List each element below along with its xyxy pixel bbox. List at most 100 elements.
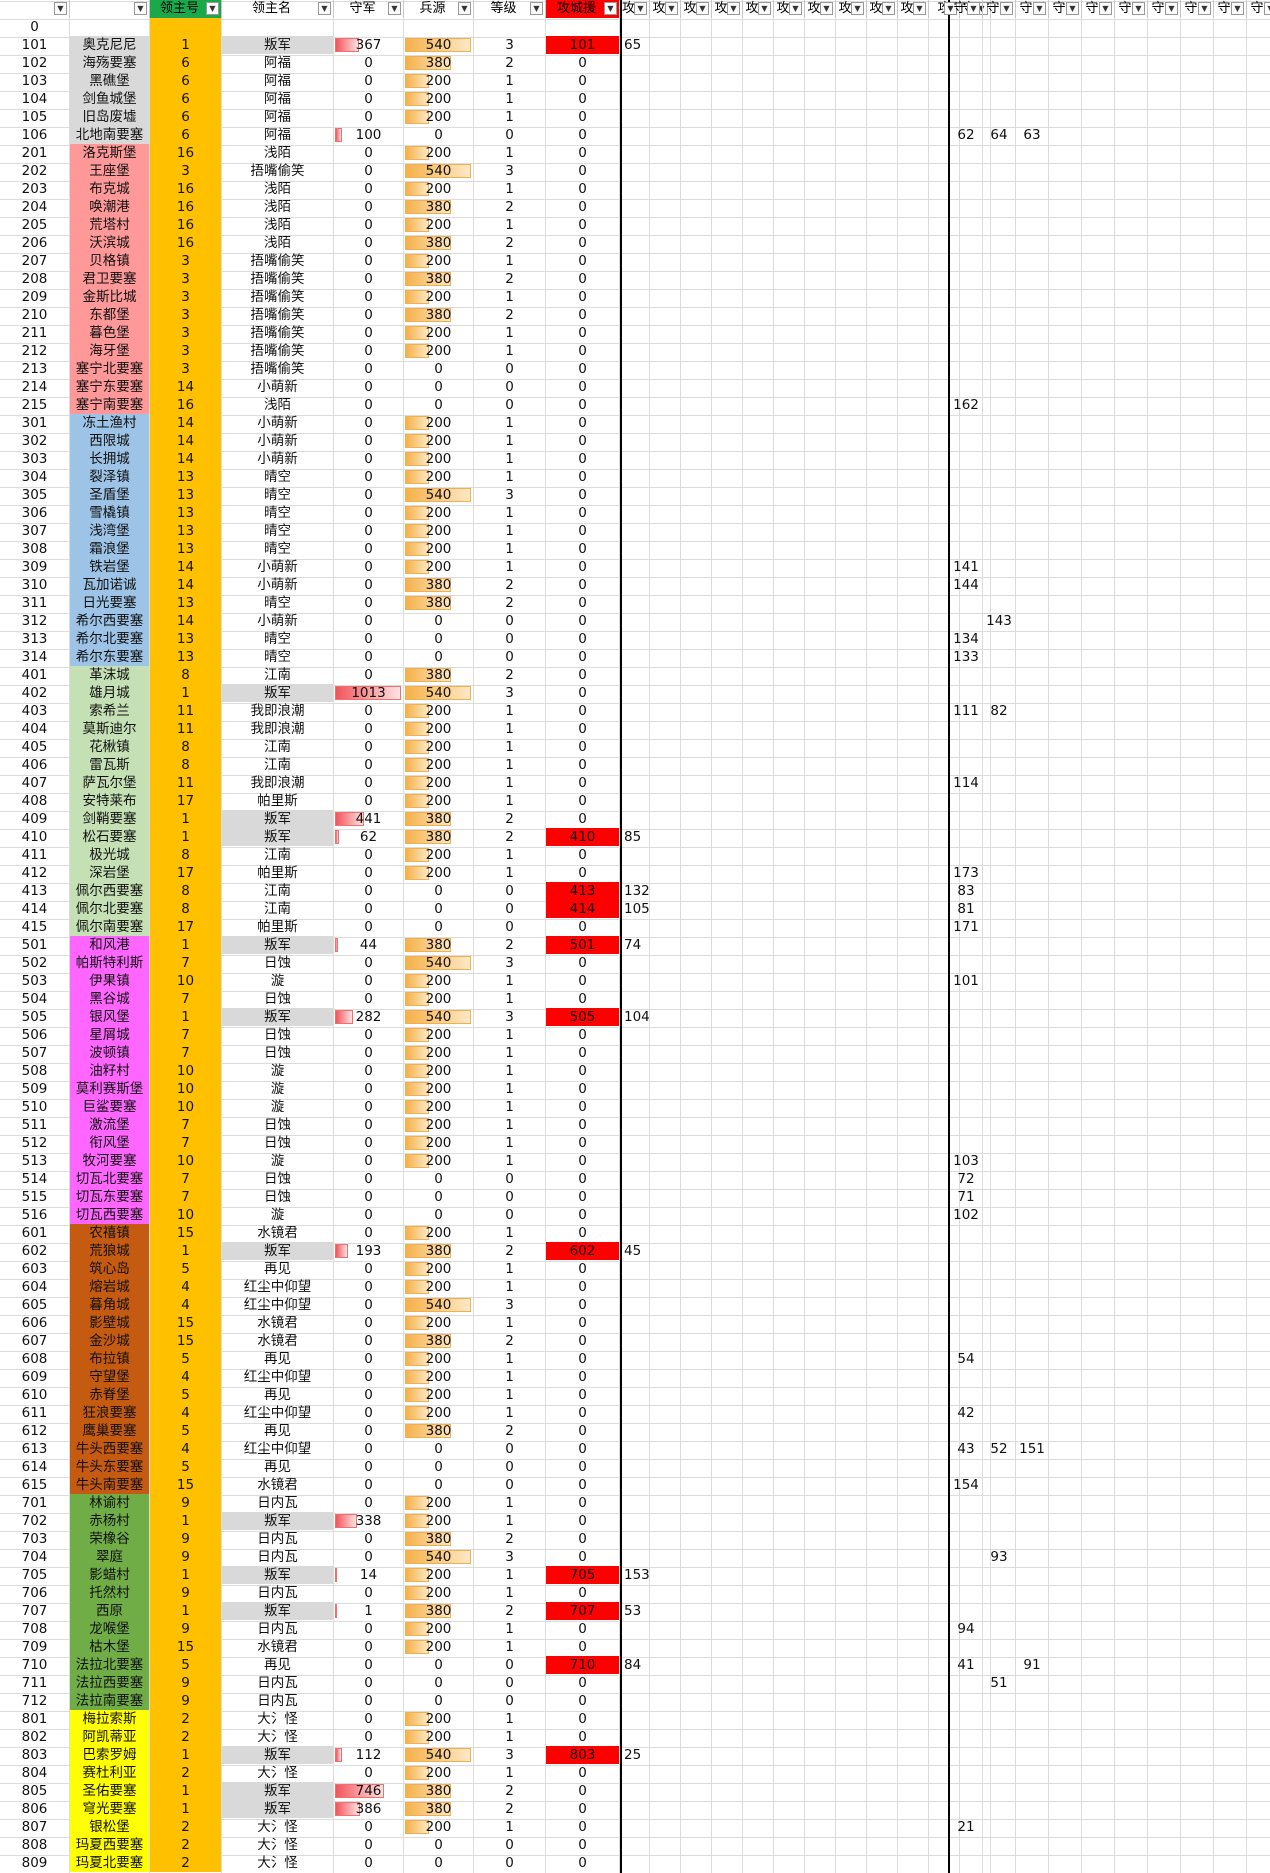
attack-cell[interactable]: [620, 1404, 649, 1422]
city-id-cell[interactable]: 314: [0, 648, 69, 666]
troops-cell[interactable]: 380: [404, 1242, 473, 1260]
lord-name-cell[interactable]: 漩: [222, 1080, 333, 1098]
garrison-cell[interactable]: 0: [334, 1170, 403, 1188]
lord-number-cell[interactable]: 7: [150, 1188, 221, 1206]
lord-name-cell[interactable]: 阿福: [222, 72, 333, 90]
lord-number-cell[interactable]: 15: [150, 1332, 221, 1350]
attack-cell[interactable]: [620, 1116, 649, 1134]
city-name-cell[interactable]: 西原: [70, 1602, 149, 1620]
lord-name-cell[interactable]: 大氵怪: [222, 1764, 333, 1782]
city-id-cell[interactable]: 202: [0, 162, 69, 180]
level-cell[interactable]: 1: [474, 108, 545, 126]
city-id-cell[interactable]: 206: [0, 234, 69, 252]
city-id-cell[interactable]: 604: [0, 1278, 69, 1296]
siege-cell[interactable]: 0: [546, 1512, 619, 1530]
filter-dropdown-icon[interactable]: ▼: [882, 2, 895, 15]
defense-cell[interactable]: 91: [1016, 1656, 1048, 1674]
city-id-cell[interactable]: 402: [0, 684, 69, 702]
attack-cell[interactable]: [620, 1818, 649, 1836]
city-name-cell[interactable]: 赤杨村: [70, 1512, 149, 1530]
siege-cell[interactable]: 0: [546, 1368, 619, 1386]
siege-cell[interactable]: 0: [546, 1134, 619, 1152]
garrison-cell[interactable]: 0: [334, 1764, 403, 1782]
attack-cell[interactable]: [620, 684, 649, 702]
level-cell[interactable]: 1: [474, 756, 545, 774]
level-cell[interactable]: 0: [474, 648, 545, 666]
defense-cell[interactable]: 141: [950, 558, 982, 576]
lord-number-cell[interactable]: 1: [150, 936, 221, 954]
garrison-cell[interactable]: 0: [334, 1818, 403, 1836]
city-id-cell[interactable]: 804: [0, 1764, 69, 1782]
city-name-cell[interactable]: 油籽村: [70, 1062, 149, 1080]
garrison-cell[interactable]: 193: [334, 1242, 403, 1260]
garrison-cell[interactable]: 0: [334, 612, 403, 630]
siege-cell[interactable]: 0: [546, 324, 619, 342]
city-name-cell[interactable]: 玛夏北要塞: [70, 1854, 149, 1872]
troops-cell[interactable]: 0: [404, 126, 473, 144]
level-cell[interactable]: 1: [474, 180, 545, 198]
lord-number-cell[interactable]: 10: [150, 1080, 221, 1098]
lord-number-cell[interactable]: 14: [150, 432, 221, 450]
lord-number-cell[interactable]: 8: [150, 900, 221, 918]
troops-cell[interactable]: 200: [404, 1368, 473, 1386]
garrison-cell[interactable]: 14: [334, 1566, 403, 1584]
garrison-cell[interactable]: 0: [334, 288, 403, 306]
city-name-cell[interactable]: 铁岩堡: [70, 558, 149, 576]
level-cell[interactable]: 1: [474, 1512, 545, 1530]
lord-number-cell[interactable]: 14: [150, 576, 221, 594]
garrison-cell[interactable]: 0: [334, 972, 403, 990]
lord-name-cell[interactable]: 晴空: [222, 594, 333, 612]
troops-cell[interactable]: [404, 18, 473, 36]
city-name-cell[interactable]: 圣佑要塞: [70, 1782, 149, 1800]
level-cell[interactable]: 1: [474, 1260, 545, 1278]
lord-name-cell[interactable]: 阿福: [222, 126, 333, 144]
troops-cell[interactable]: 380: [404, 1332, 473, 1350]
city-name-cell[interactable]: 索希兰: [70, 702, 149, 720]
attack-cell[interactable]: [620, 756, 649, 774]
lord-name-cell[interactable]: 大氵怪: [222, 1836, 333, 1854]
lord-number-cell[interactable]: 9: [150, 1584, 221, 1602]
siege-cell[interactable]: 707: [546, 1602, 619, 1620]
attack-cell[interactable]: [620, 1152, 649, 1170]
level-cell[interactable]: 0: [474, 1476, 545, 1494]
level-cell[interactable]: 1: [474, 990, 545, 1008]
lord-number-cell[interactable]: 15: [150, 1638, 221, 1656]
city-id-cell[interactable]: 809: [0, 1854, 69, 1872]
troops-cell[interactable]: 540: [404, 1008, 473, 1026]
city-id-cell[interactable]: 101: [0, 36, 69, 54]
defense-cell[interactable]: [950, 612, 982, 630]
garrison-cell[interactable]: 0: [334, 1638, 403, 1656]
level-cell[interactable]: 3: [474, 486, 545, 504]
filter-dropdown-icon[interactable]: ▼: [944, 2, 957, 15]
defense-cell[interactable]: 43: [950, 1440, 982, 1458]
city-id-cell[interactable]: 504: [0, 990, 69, 1008]
city-name-cell[interactable]: 雷瓦斯: [70, 756, 149, 774]
garrison-cell[interactable]: 0: [334, 954, 403, 972]
filter-dropdown-icon[interactable]: ▼: [388, 2, 401, 15]
garrison-cell[interactable]: 0: [334, 1404, 403, 1422]
garrison-cell[interactable]: 0: [334, 522, 403, 540]
lord-number-cell[interactable]: 14: [150, 450, 221, 468]
attack-cell[interactable]: [620, 180, 649, 198]
city-name-cell[interactable]: 梅拉索斯: [70, 1710, 149, 1728]
filter-dropdown-icon[interactable]: ▼: [1231, 2, 1244, 15]
attack-cell[interactable]: [620, 666, 649, 684]
troops-cell[interactable]: 200: [404, 774, 473, 792]
lord-name-cell[interactable]: 漩: [222, 1206, 333, 1224]
level-cell[interactable]: 1: [474, 1080, 545, 1098]
lord-name-cell[interactable]: 日内瓦: [222, 1530, 333, 1548]
lord-number-cell[interactable]: 1: [150, 1602, 221, 1620]
troops-cell[interactable]: 200: [404, 342, 473, 360]
lord-name-cell[interactable]: 日蚀: [222, 954, 333, 972]
lord-name-cell[interactable]: 日内瓦: [222, 1548, 333, 1566]
garrison-cell[interactable]: 0: [334, 1134, 403, 1152]
garrison-cell[interactable]: 746: [334, 1782, 403, 1800]
city-id-cell[interactable]: 704: [0, 1548, 69, 1566]
lord-name-cell[interactable]: 浅陌: [222, 396, 333, 414]
city-name-cell[interactable]: 松石要塞: [70, 828, 149, 846]
troops-cell[interactable]: 380: [404, 576, 473, 594]
level-cell[interactable]: 1: [474, 1584, 545, 1602]
siege-cell[interactable]: 0: [546, 1296, 619, 1314]
city-id-cell[interactable]: 515: [0, 1188, 69, 1206]
city-id-cell[interactable]: 710: [0, 1656, 69, 1674]
